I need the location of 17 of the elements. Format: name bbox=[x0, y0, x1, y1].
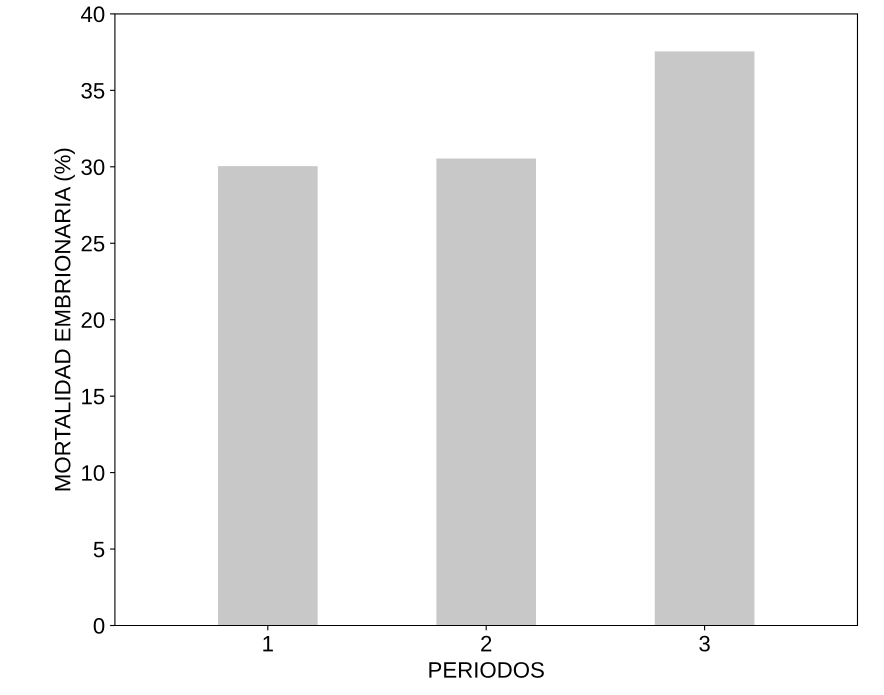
x-tick-label: 3 bbox=[699, 636, 710, 652]
y-tick-label: 15 bbox=[82, 388, 104, 404]
y-tick-label: 35 bbox=[81, 82, 104, 99]
bar bbox=[218, 166, 318, 626]
x-tick-label: 1 bbox=[263, 636, 273, 652]
y-tick-label: 20 bbox=[82, 312, 104, 328]
y-tick-label: 40 bbox=[80, 6, 104, 22]
y-tick-label: 25 bbox=[82, 236, 104, 252]
y-tick-label: 0 bbox=[94, 618, 104, 634]
y-tick-label: 30 bbox=[81, 159, 104, 176]
bar bbox=[654, 51, 754, 626]
x-axis-title: PERIODOS bbox=[429, 662, 544, 678]
y-tick-label: 5 bbox=[94, 542, 104, 558]
y-axis-title: MORTALIDAD EMBRIONARIA (%) bbox=[54, 148, 75, 490]
x-tick-label: 2 bbox=[481, 636, 492, 652]
y-tick-label: 10 bbox=[82, 465, 104, 481]
bar bbox=[436, 158, 536, 626]
